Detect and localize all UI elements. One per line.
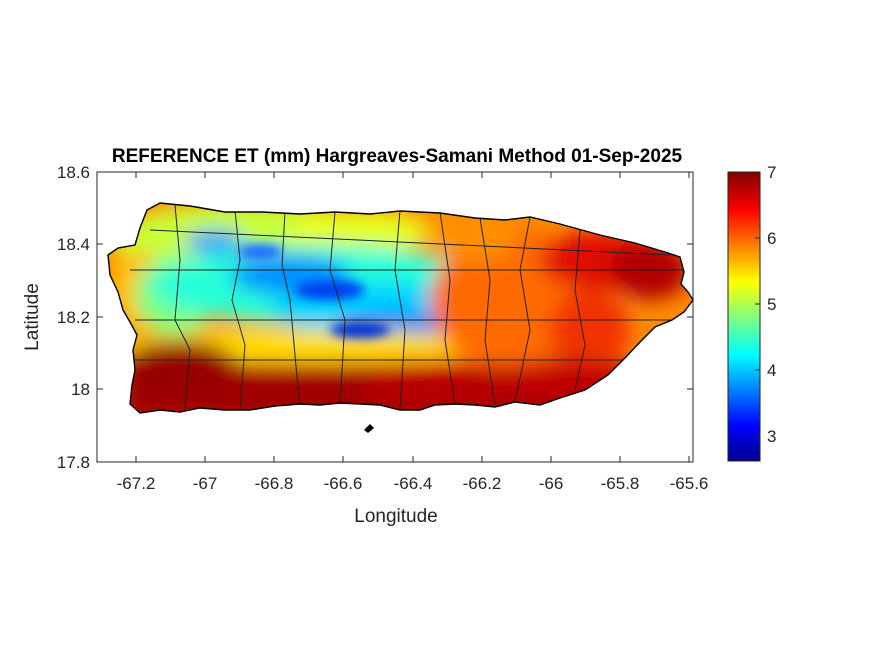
x-tick-label: -67.2 — [117, 474, 156, 493]
chart-title: REFERENCE ET (mm) Hargreaves-Samani Meth… — [112, 146, 683, 167]
x-tick-label: -66.4 — [394, 474, 433, 493]
x-tick-label: -66.2 — [463, 474, 502, 493]
x-tick-label: -67 — [193, 474, 218, 493]
x-tick-label: -66.8 — [255, 474, 294, 493]
y-axis-label: Latitude — [22, 283, 43, 351]
x-tick-label: -66.6 — [324, 474, 363, 493]
colorbar-tick-label: 3 — [767, 427, 776, 446]
colorbar-tick-marks — [755, 171, 760, 437]
colorbar-tick-label: 4 — [767, 361, 776, 380]
y-tick-label: 18.4 — [57, 235, 90, 254]
x-tick-label: -65.6 — [670, 474, 709, 493]
x-tick-marks — [135, 172, 690, 462]
et-heatmap — [108, 203, 693, 413]
x-tick-label: -65.8 — [601, 474, 640, 493]
colorbar-tick-label: 6 — [767, 229, 776, 248]
colorbar — [727, 171, 761, 462]
y-tick-marks — [97, 171, 693, 463]
colorbar-tick-label: 5 — [767, 295, 776, 314]
x-axis-label: Longitude — [354, 506, 437, 527]
colorbar-tick-label: 7 — [767, 163, 776, 182]
y-tick-label: 18.6 — [57, 163, 90, 182]
y-tick-label: 17.8 — [57, 453, 90, 472]
y-tick-label: 18 — [71, 380, 90, 399]
municipal-boundaries — [130, 204, 690, 411]
small-island — [364, 424, 374, 433]
x-tick-label: -66 — [539, 474, 564, 493]
y-tick-label: 18.2 — [57, 308, 90, 327]
